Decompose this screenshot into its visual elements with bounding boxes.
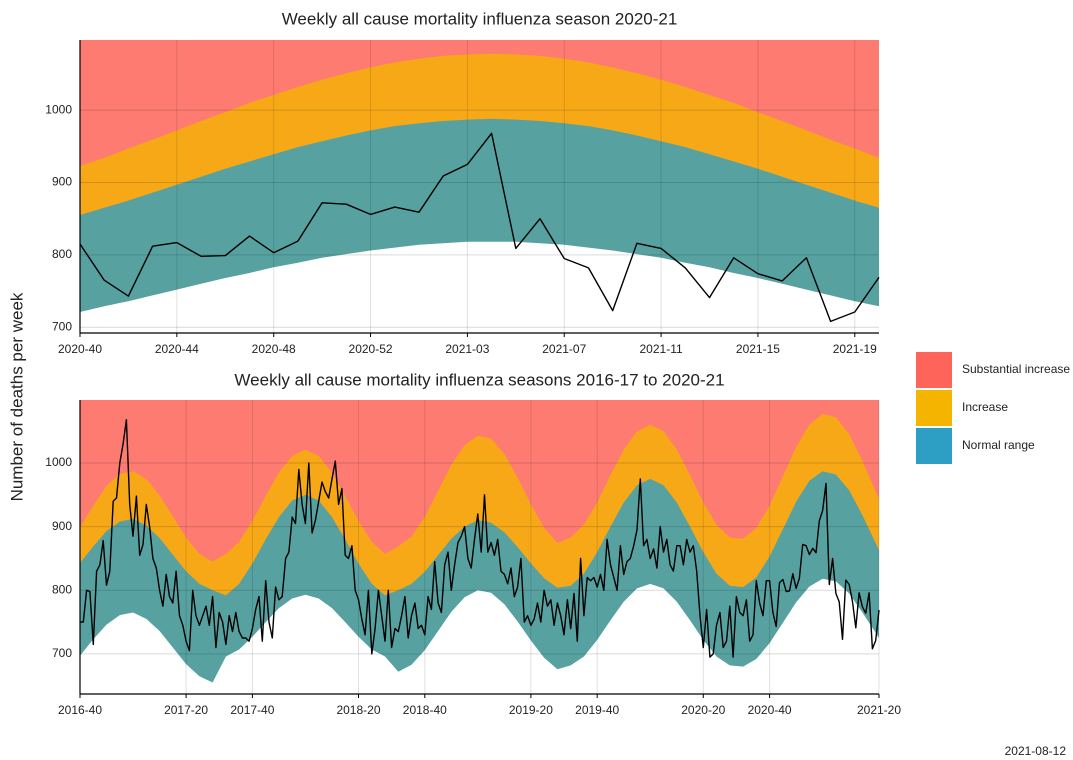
- x-tick-label: 2017-20: [164, 703, 208, 717]
- x-tick-label: 2020-44: [155, 342, 199, 356]
- x-tick-label: 2019-20: [509, 703, 553, 717]
- y-tick-label: 900: [52, 519, 72, 533]
- x-tick-label: 2018-20: [336, 703, 380, 717]
- y-tick-label: 1000: [45, 455, 72, 469]
- legend-swatch: [916, 428, 952, 464]
- deaths-line: [79, 132, 880, 323]
- y-tick-label: 700: [52, 646, 72, 660]
- y-tick-label: 800: [52, 582, 72, 596]
- y-tick-label: 1000: [45, 102, 72, 116]
- x-tick-label: 2016-40: [58, 703, 102, 717]
- x-tick-label: 2020-48: [252, 342, 296, 356]
- x-tick-label: 2021-07: [542, 342, 586, 356]
- x-tick-label: 2021-15: [736, 342, 780, 356]
- y-axis-label: Number of deaths per week: [7, 292, 26, 501]
- x-tick-label: 2021-03: [445, 342, 489, 356]
- legend-swatch: [916, 352, 952, 388]
- chart-title: Weekly all cause mortality influenza sea…: [234, 370, 724, 389]
- band-lower-area: [80, 578, 879, 694]
- date-label: 2021-08-12: [1005, 744, 1067, 758]
- band-lower-area: [80, 241, 879, 333]
- x-tick-label: 2020-40: [58, 342, 102, 356]
- x-tick-label: 2020-20: [681, 703, 725, 717]
- legend-label: Normal range: [962, 438, 1035, 452]
- legend-label: Increase: [962, 400, 1008, 414]
- x-tick-label: 2018-40: [403, 703, 447, 717]
- y-tick-label: 800: [52, 247, 72, 261]
- y-tick-label: 900: [52, 175, 72, 189]
- x-tick-label: 2021-11: [640, 342, 683, 356]
- legend-swatch: [916, 390, 952, 426]
- x-tick-label: 2020-40: [748, 703, 792, 717]
- y-tick-label: 700: [52, 319, 72, 333]
- x-tick-label: 2019-40: [575, 703, 619, 717]
- chart-title: Weekly all cause mortality influenza sea…: [282, 9, 678, 28]
- x-tick-label: 2020-52: [349, 342, 393, 356]
- x-tick-label: 2021-19: [833, 342, 877, 356]
- deaths-line: [80, 419, 880, 658]
- x-tick-label: 2021-20: [857, 703, 901, 717]
- legend-label: Substantial increase: [962, 362, 1070, 376]
- x-tick-label: 2017-40: [230, 703, 274, 717]
